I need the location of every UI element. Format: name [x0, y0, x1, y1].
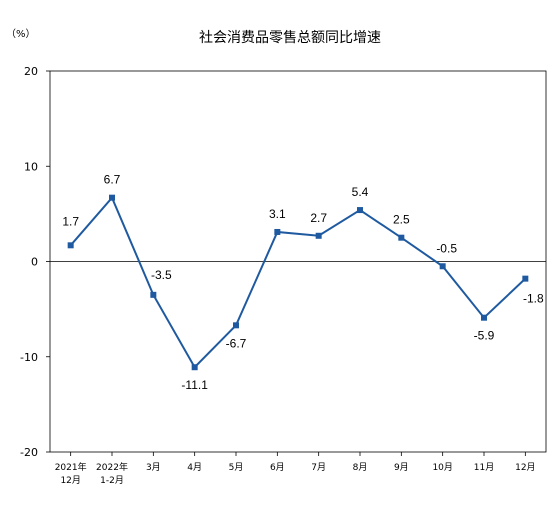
y-tick-label: 10: [24, 160, 38, 173]
x-tick-label-line: 12月: [60, 475, 80, 486]
data-label: -0.5: [436, 241, 457, 255]
x-tick-label: 5月: [229, 462, 244, 473]
x-tick-label: 2021年 12月: [55, 461, 87, 486]
data-point: [481, 314, 487, 321]
x-tick-label-line: 4月: [187, 462, 202, 473]
data-point: [439, 263, 446, 270]
data-point: [67, 242, 74, 249]
x-tick-label: 3月: [146, 462, 161, 473]
x-tick-label-line: 12月: [515, 462, 535, 473]
y-tick-label: 0: [31, 256, 38, 269]
data-label: -1.8: [523, 292, 544, 306]
data-label: 5.4: [352, 185, 369, 199]
y-tick-label: -10: [20, 351, 38, 364]
x-axis: 2021年 12月 2022年 1-2月 3月 4月 5月 6月 7月 8月 9月 10月 11月 12月: [55, 452, 536, 486]
data-point: [233, 322, 239, 329]
x-tick-label: 11月: [474, 462, 494, 473]
data-point: [274, 228, 281, 235]
data-point: [357, 207, 363, 214]
x-tick-label-line: 2022年: [96, 461, 128, 473]
x-tick-label: 10月: [432, 462, 452, 473]
x-tick-label: 7月: [311, 462, 326, 473]
x-tick-label-line: 2021年: [55, 461, 87, 473]
x-tick-label-line: 9月: [394, 462, 409, 473]
data-label: -5.9: [474, 329, 495, 343]
y-axis: 20 10 0 -10 -20: [20, 65, 546, 459]
x-tick-label-line: 8月: [353, 462, 368, 473]
data-point: [150, 291, 157, 298]
data-point: [191, 364, 198, 371]
x-tick-label-line: 10月: [432, 462, 452, 473]
data-label: 1.7: [62, 214, 79, 228]
series-layer: 1.7 6.7 -3.5 -11.1 -6.7 3.1 2.7 5.4 2.5 -0.5 -5.9 -…: [62, 173, 544, 393]
chart-title: 社会消费品零售总额同比增速: [199, 30, 381, 46]
unit-label: （%）: [6, 28, 36, 40]
data-point: [109, 194, 115, 201]
x-tick-label-line: 1-2月: [100, 475, 124, 486]
data-label: -11.1: [181, 378, 208, 392]
x-tick-label: 12月: [515, 462, 535, 473]
y-tick-label: 20: [24, 65, 38, 78]
x-tick-label-line: 5月: [229, 462, 244, 473]
x-tick-label: 4月: [187, 462, 202, 473]
x-tick-label: 2022年 1-2月: [96, 461, 128, 486]
x-tick-label: 9月: [394, 462, 409, 473]
data-label: -3.5: [151, 268, 172, 282]
x-tick-label-line: 6月: [270, 462, 285, 473]
data-point: [398, 234, 405, 241]
x-tick-label: 6月: [270, 462, 285, 473]
y-tick-label: -20: [20, 446, 38, 459]
x-tick-label-line: 3月: [146, 462, 161, 473]
x-tick-label-line: 7月: [311, 462, 326, 473]
data-point: [522, 275, 529, 282]
series-line: [69, 195, 527, 369]
data-label: 3.1: [269, 207, 286, 221]
data-point: [315, 232, 322, 239]
x-tick-label-line: 11月: [474, 462, 494, 473]
data-label: -6.7: [226, 336, 247, 350]
data-label: 6.7: [104, 173, 121, 187]
data-label: 2.7: [310, 211, 327, 225]
data-label: 2.5: [393, 213, 410, 227]
x-tick-label: 8月: [353, 462, 368, 473]
